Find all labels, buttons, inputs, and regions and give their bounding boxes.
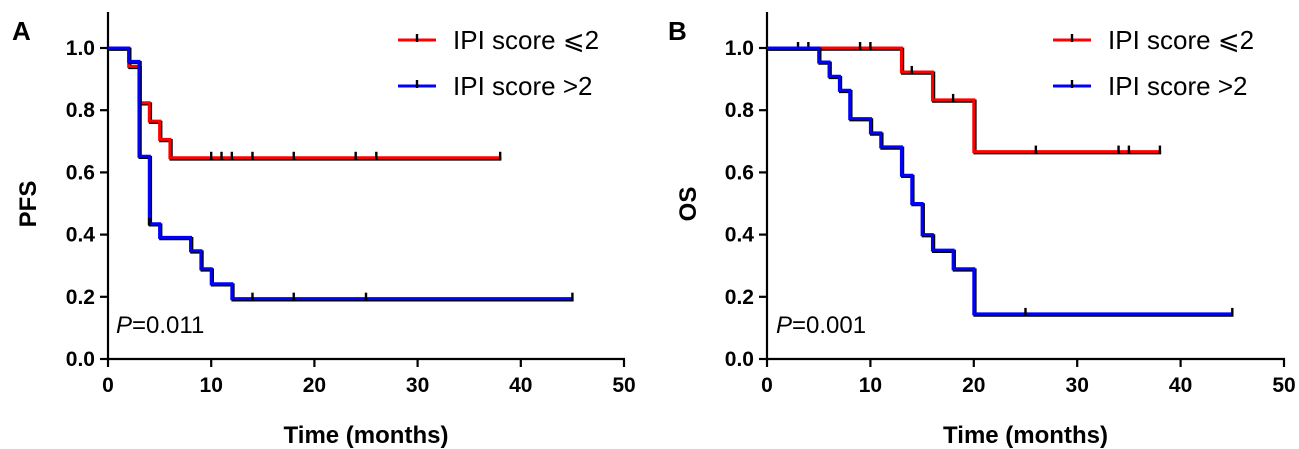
panel-a-y-tick-label: 1.0 [66,37,95,60]
panel-b-legend-ipi-high-label: IPI score >2 [1108,71,1247,101]
panel-b-x-tick-label: 30 [1066,374,1089,397]
panel-b-x-tick-label: 50 [1272,374,1295,397]
panel-b-series-ipi-low-line [767,46,1160,154]
panel-b-x-tick-label: 40 [1169,374,1192,397]
panel-b-legend-ipi-low-label: IPI score ⩽2 [1108,25,1254,55]
panel-a-p-symbol: P [116,312,132,339]
panel-b-y-axis-title: OS [675,187,702,222]
panel-a-series-ipi-high-line [108,46,573,301]
panel-a-y-tick-label: 0.0 [66,348,95,371]
panel-b-y-tick-label: 1.0 [725,37,754,60]
panel-a-x-tick-label: 0 [102,374,114,397]
panel-a-y-tick-label: 0.8 [66,99,96,122]
panel-b-p-symbol: P [776,312,792,339]
panel-b-p-value: P=0.001 [776,312,866,339]
panel-a-p-value-number: =0.011 [132,312,204,339]
panel-b-series-ipi-high-line [767,46,1233,316]
panel-a-y-tick-label: 0.2 [66,286,95,309]
panel-b-x-tick-label: 0 [761,374,773,397]
panel-a-legend-ipi-high-label: IPI score >2 [453,71,592,101]
panel-a-x-tick-label: 50 [612,374,635,397]
panel-b-y-tick-label: 0.0 [725,348,754,371]
panel-a-p-value: P=0.011 [116,312,204,339]
panel-a-y-tick-label: 0.4 [66,224,96,247]
panel-b-y-tick-label: 0.4 [725,224,755,247]
panel-b-x-axis-title: Time (months) [943,422,1108,449]
panel-a-x-axis-title: Time (months) [284,422,449,449]
panel-b-y-tick-label: 0.6 [725,161,754,184]
panel-a-y-axis-title: PFS [15,181,42,228]
panel-a-letter: A [12,16,31,46]
panel-a-x-tick-label: 10 [200,374,223,397]
panel-a-x-tick-label: 40 [509,374,532,397]
panel-b-x-tick-label: 10 [859,374,882,397]
panel-a-series-ipi-low-shadow [109,47,502,161]
panel-b-os-chart: B 0.0 0.2 0.4 0.6 0.8 1.0 0 10 20 30 40 50 Time (mont… [668,12,1296,449]
panel-b-y-tick-label: 0.2 [725,286,754,309]
panel-a-legend-ipi-low-label: IPI score ⩽2 [453,25,599,55]
panel-a-x-tick-label: 20 [303,374,326,397]
panel-a-x-tick-label: 30 [406,374,429,397]
panel-b-x-tick-label: 20 [962,374,985,397]
panel-b-p-value-number: =0.001 [792,312,866,339]
panel-b-letter: B [668,16,687,46]
panel-a-y-tick-label: 0.6 [66,161,95,184]
panel-a-pfs-chart: A 0.0 0.2 0.4 0.6 0.8 1.0 0 10 20 30 40 50 Time (mont… [12,12,636,449]
panel-b-y-tick-label: 0.8 [725,99,755,122]
